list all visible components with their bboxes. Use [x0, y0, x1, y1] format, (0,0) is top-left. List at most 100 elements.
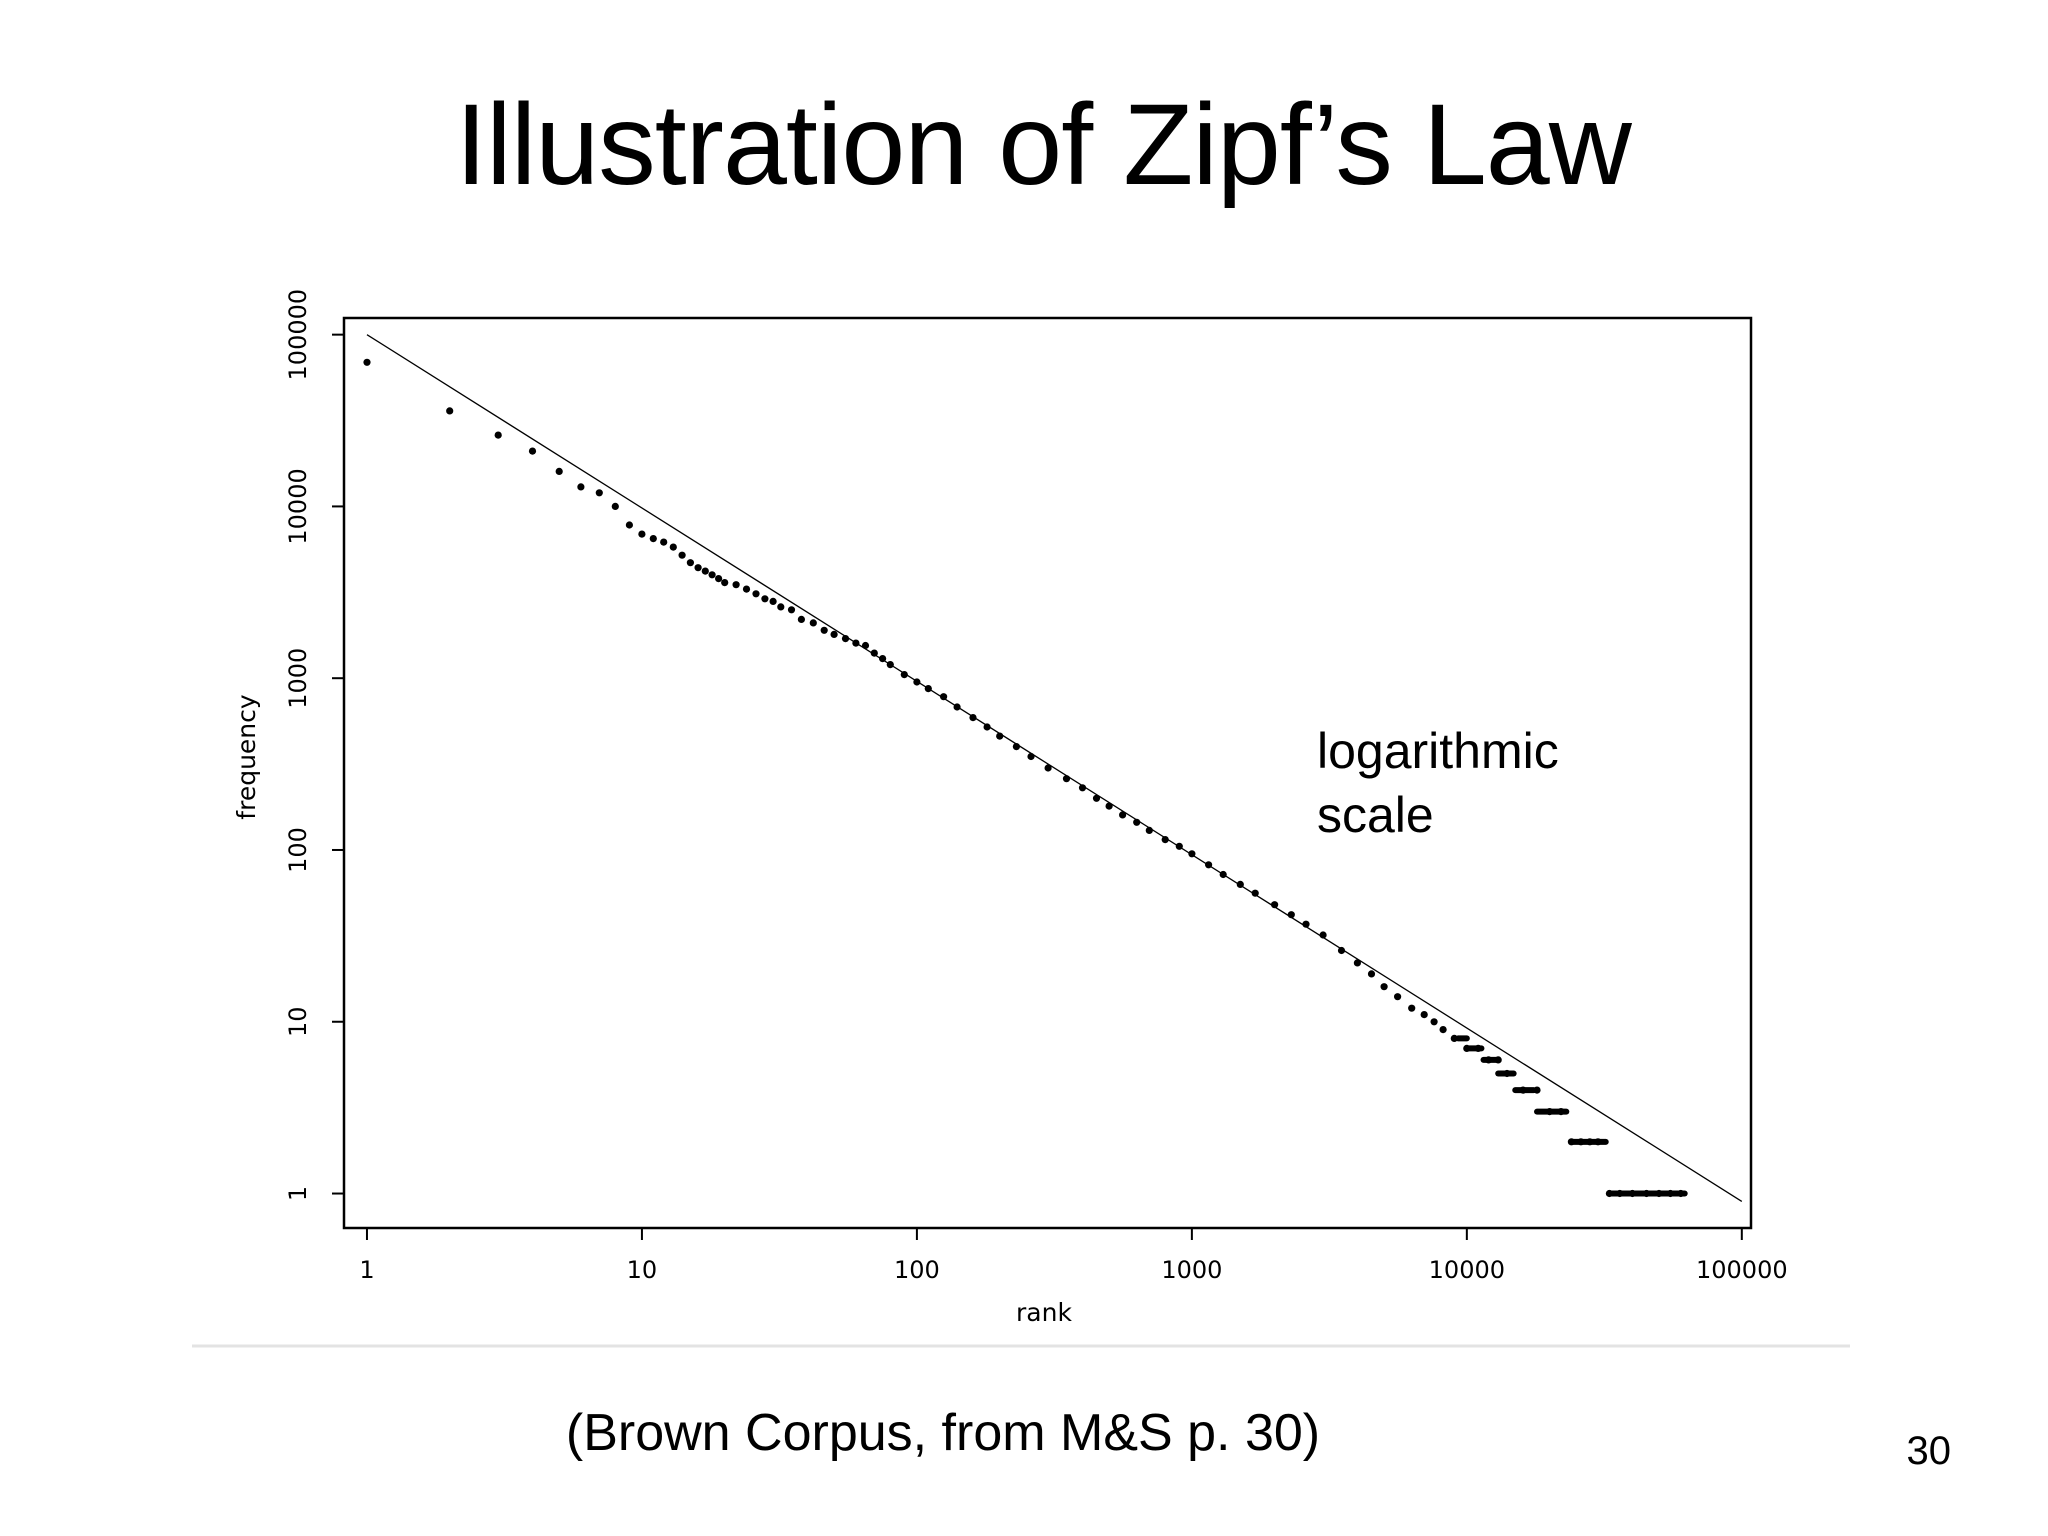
data-point: [1271, 901, 1279, 909]
chart-frame: [342, 316, 1753, 1230]
data-point: [638, 530, 646, 538]
y-tick-label: 1: [284, 1186, 312, 1201]
data-point: [1439, 1026, 1447, 1034]
data-point: [555, 467, 563, 475]
data-points: [363, 358, 1688, 1198]
data-point: [769, 597, 777, 606]
caption: (Brown Corpus, from M&S p. 30): [565, 1404, 1321, 1462]
data-point: [1302, 920, 1310, 928]
data-point: [1353, 959, 1361, 967]
data-point: [1380, 983, 1388, 991]
data-point: [761, 595, 769, 603]
x-tick-label: 10: [627, 1256, 658, 1284]
data-point: [577, 483, 585, 491]
data-point: [879, 655, 887, 663]
data-point: [363, 358, 371, 366]
data-point: [649, 535, 657, 543]
data-point: [870, 649, 878, 657]
data-point: [797, 615, 806, 624]
data-point: [969, 714, 977, 722]
data-point: [852, 639, 860, 647]
data-point: [752, 590, 760, 598]
log-scale-annotation: logarithmic scale: [1317, 723, 1573, 843]
data-point: [1337, 946, 1346, 955]
data-point: [1188, 850, 1196, 858]
data-point: [1408, 1004, 1416, 1012]
data-point: [900, 671, 908, 679]
data-point: [595, 489, 603, 497]
data-point: [787, 606, 796, 614]
data-point: [1394, 993, 1402, 1001]
y-tick-label: 10000: [284, 468, 312, 544]
data-point: [996, 732, 1004, 740]
data-point: [830, 630, 838, 639]
x-tick-label: 100: [894, 1256, 940, 1284]
annotation-line-1: logarithmic: [1317, 723, 1559, 779]
x-tick-label: 1000: [1161, 1256, 1222, 1284]
data-point: [1078, 784, 1087, 792]
data-point: [1175, 842, 1183, 850]
data-point: [924, 685, 932, 693]
x-axis-label: rank: [1016, 1298, 1072, 1327]
data-point: [686, 559, 695, 567]
data-point: [913, 678, 921, 686]
data-point: [611, 502, 619, 510]
data-point: [701, 567, 709, 575]
data-point: [446, 407, 454, 415]
data-point: [1219, 870, 1227, 879]
fit-line-group: [366, 334, 1743, 1202]
data-point: [660, 538, 668, 546]
x-tick-label: 10000: [1429, 1256, 1505, 1284]
data-point: [625, 521, 634, 529]
annotation-line-2: scale: [1317, 787, 1434, 843]
data-point: [494, 431, 502, 439]
data-point: [1430, 1018, 1438, 1026]
data-point: [841, 635, 850, 643]
data-point: [1027, 752, 1035, 761]
data-point: [809, 619, 817, 627]
data-point: [983, 723, 991, 731]
data-point: [669, 543, 677, 551]
data-point: [1319, 931, 1327, 939]
data-point: [861, 641, 870, 650]
data-point: [820, 626, 828, 634]
axis-ticks: 1 10 100 1000 10000 100000 1 10 100 1000 10000 1000…: [284, 289, 1788, 1284]
data-point: [732, 581, 740, 589]
data-point: [715, 575, 723, 583]
data-point: [1105, 802, 1113, 810]
data-point: [1420, 1011, 1428, 1019]
data-point: [528, 447, 537, 455]
x-tick-label: 1: [359, 1256, 374, 1284]
data-point: [1133, 818, 1141, 826]
data-point: [777, 603, 785, 611]
data-point: [953, 703, 961, 711]
data-point: [1287, 911, 1295, 919]
data-point: [1119, 811, 1127, 819]
data-point: [1251, 889, 1259, 897]
data-point: [1205, 861, 1213, 869]
y-tick-label: 100: [284, 827, 312, 873]
axis-labels: rank frequency logarithmic scale: [232, 694, 1573, 1327]
x-tick-label: 100000: [1696, 1256, 1788, 1284]
data-point: [1236, 880, 1244, 889]
data-point: [1161, 836, 1169, 844]
data-point: [721, 579, 729, 587]
data-point: [1092, 794, 1101, 802]
y-tick-label: 1000: [284, 648, 312, 709]
data-point: [678, 551, 686, 559]
data-point: [1367, 970, 1376, 978]
y-axis-label: frequency: [232, 694, 261, 820]
page-number: 30: [1906, 1429, 1952, 1473]
data-point: [694, 564, 702, 572]
data-point: [940, 693, 948, 701]
data-point: [1044, 764, 1052, 772]
slide-title: Illustration of Zipf’s Law: [455, 81, 1632, 209]
fit-line: [366, 334, 1743, 1202]
data-point: [1145, 826, 1153, 835]
data-point: [1062, 775, 1071, 783]
data-point: [886, 661, 894, 669]
y-tick-label: 10: [284, 1006, 312, 1037]
data-point: [742, 585, 751, 593]
y-tick-label: 100000: [284, 289, 312, 381]
